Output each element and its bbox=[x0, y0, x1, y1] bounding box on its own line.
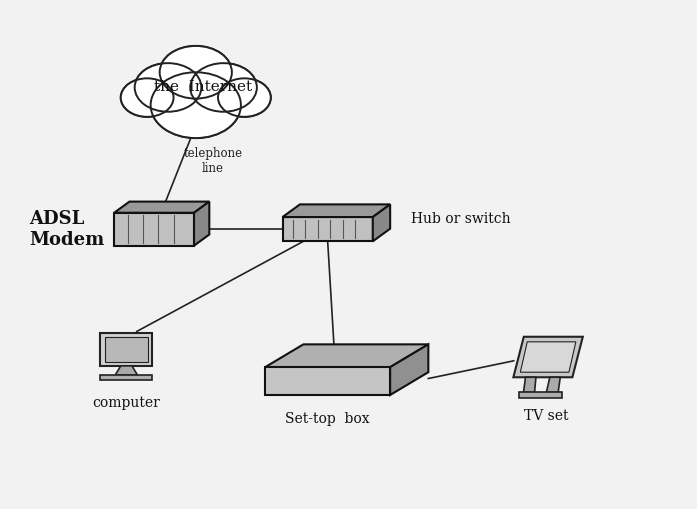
Circle shape bbox=[151, 72, 241, 138]
Polygon shape bbox=[114, 202, 209, 213]
Text: telephone
line: telephone line bbox=[183, 147, 243, 175]
Circle shape bbox=[190, 63, 257, 112]
Text: computer: computer bbox=[93, 396, 160, 410]
Circle shape bbox=[135, 63, 201, 112]
Polygon shape bbox=[194, 202, 209, 246]
Polygon shape bbox=[100, 375, 153, 380]
Text: the  Internet: the Internet bbox=[153, 80, 252, 95]
Polygon shape bbox=[115, 366, 137, 375]
Polygon shape bbox=[521, 342, 576, 372]
Circle shape bbox=[160, 46, 232, 99]
Circle shape bbox=[158, 65, 234, 120]
Polygon shape bbox=[114, 213, 194, 246]
Circle shape bbox=[135, 63, 201, 112]
Text: Set-top  box: Set-top box bbox=[285, 412, 370, 426]
Polygon shape bbox=[390, 345, 429, 395]
Polygon shape bbox=[373, 205, 390, 241]
Circle shape bbox=[218, 78, 270, 117]
Polygon shape bbox=[100, 333, 153, 366]
Polygon shape bbox=[523, 377, 536, 392]
Polygon shape bbox=[105, 336, 148, 362]
Polygon shape bbox=[514, 337, 583, 377]
Polygon shape bbox=[265, 345, 429, 367]
Text: TV set: TV set bbox=[524, 409, 569, 423]
Text: Hub or switch: Hub or switch bbox=[411, 212, 511, 226]
Text: ADSL
Modem: ADSL Modem bbox=[29, 210, 105, 248]
Circle shape bbox=[121, 78, 174, 117]
Polygon shape bbox=[282, 205, 390, 217]
Circle shape bbox=[151, 72, 241, 138]
Polygon shape bbox=[519, 392, 562, 398]
Circle shape bbox=[121, 78, 174, 117]
Polygon shape bbox=[265, 367, 390, 395]
Polygon shape bbox=[546, 377, 560, 392]
Polygon shape bbox=[282, 217, 373, 241]
Circle shape bbox=[218, 78, 270, 117]
Circle shape bbox=[190, 63, 257, 112]
Circle shape bbox=[160, 46, 232, 99]
